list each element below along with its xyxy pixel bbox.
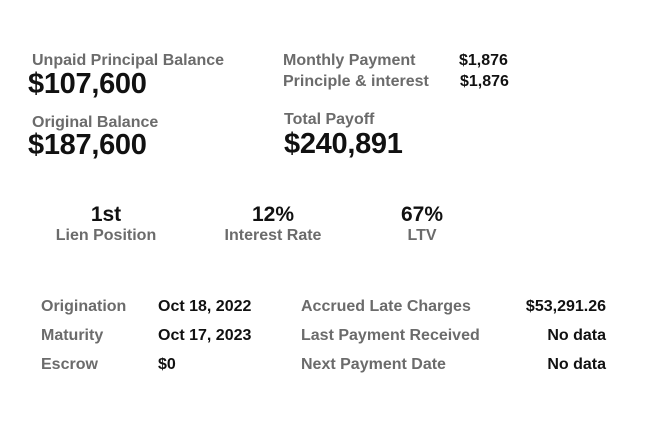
unpaid-principal-balance-label: Unpaid Principal Balance [32,52,225,69]
last-payment-received-label: Last Payment Received [301,327,480,344]
escrow-value: $0 [158,356,176,373]
last-payment-received-value: No data [547,327,606,344]
stat-ltv: 67% LTV [362,203,482,245]
maturity-label: Maturity [41,327,104,344]
original-balance-label: Original Balance [32,114,159,131]
principle-interest-value: $1,876 [460,73,509,90]
accrued-late-charges-label: Accrued Late Charges [301,298,471,315]
stat-value: 12% [251,203,295,226]
total-payoff-value: $240,891 [284,128,403,160]
unpaid-principal-balance-value: $107,600 [28,68,147,100]
origination-label: Origination [41,298,127,315]
principle-interest-label: Principle & interest [283,73,429,90]
escrow-label: Escrow [41,356,98,373]
stat-lien-position: 1st Lien Position [46,203,166,245]
stat-label: LTV [407,227,437,244]
original-balance-value: $187,600 [28,129,147,161]
origination-value: Oct 18, 2022 [158,298,252,315]
stat-interest-rate: 12% Interest Rate [213,203,333,245]
stat-value: 1st [90,203,122,226]
monthly-payment-value: $1,876 [459,52,508,69]
stat-label: Interest Rate [224,227,322,244]
maturity-value: Oct 17, 2023 [158,327,252,344]
next-payment-date-label: Next Payment Date [301,356,446,373]
stat-label: Lien Position [55,227,157,244]
total-payoff-label: Total Payoff [284,111,375,128]
next-payment-date-value: No data [547,356,606,373]
monthly-payment-label: Monthly Payment [283,52,416,69]
accrued-late-charges-value: $53,291.26 [525,298,606,315]
stat-value: 67% [400,203,444,226]
